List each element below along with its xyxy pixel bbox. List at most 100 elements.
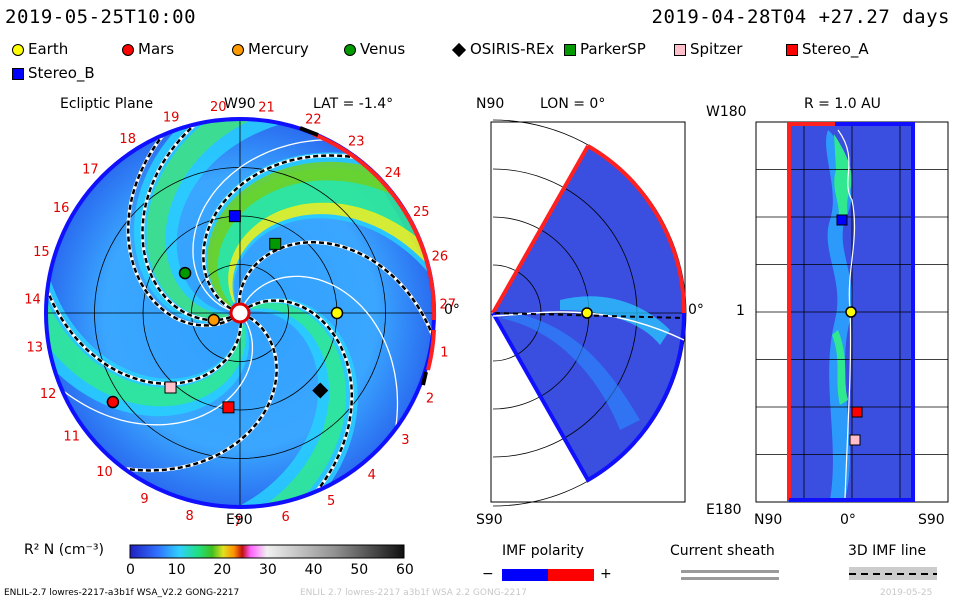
imf-plus: +: [600, 566, 612, 582]
rotation-tick-2: 2: [426, 392, 434, 407]
rotation-tick-24: 24: [385, 166, 402, 181]
earth-marker-meridional: [581, 307, 593, 319]
rotation-tick-25: 25: [413, 205, 430, 220]
legend-swatch-icon: [786, 43, 798, 56]
radial-x-label-n: N90: [754, 512, 783, 528]
colorbar-tick: 10: [167, 562, 186, 578]
colorbar-label: R² N (cm⁻³): [24, 542, 104, 558]
ecliptic-top-label: W90: [224, 96, 256, 112]
rotation-tick-19: 19: [163, 111, 180, 126]
rotation-tick-3: 3: [401, 433, 409, 448]
legend-label: Mars: [138, 40, 175, 58]
ecliptic-right-label: 0°: [444, 302, 460, 318]
rotation-tick-7: 7: [233, 515, 241, 530]
rotation-tick-26: 26: [432, 250, 449, 265]
meridional-top-label: N90: [476, 96, 505, 112]
rotation-tick-21: 21: [258, 101, 275, 116]
date-right: 2019-04-28T04 +27.27 days: [651, 6, 950, 28]
radial-panel: [755, 121, 949, 503]
legend-label: Spitzer: [690, 40, 743, 58]
sun-icon: [229, 302, 251, 324]
rotation-tick-17: 17: [82, 163, 99, 178]
parkersp-marker: [269, 237, 282, 250]
legend-label: ParkerSP: [580, 40, 646, 58]
earth-marker: [330, 306, 344, 320]
density-streamers: [46, 119, 434, 507]
meridional-right-label: 0°: [688, 302, 704, 318]
rotation-tick-9: 9: [140, 492, 148, 507]
rotation-ticks: 20 21222324252627123456789101112131415161…: [24, 100, 456, 530]
polarity-arc-pos: [312, 132, 437, 321]
legend-label: Venus: [360, 40, 406, 58]
rotation-tick-13: 13: [27, 341, 44, 356]
imf-line-label: 3D IMF line: [848, 543, 927, 559]
colorbar-tick: 40: [304, 562, 323, 578]
rotation-tick-8: 8: [186, 509, 194, 524]
radial-mid-label: 1: [736, 303, 745, 319]
legend-item-osiris-rex: OSIRIS-REx: [451, 40, 555, 58]
rotation-tick-27: 27: [440, 297, 457, 312]
footer-date: 2019-05-25: [880, 588, 933, 598]
legend-item-earth: Earth: [12, 40, 68, 58]
legend-item-venus: Venus: [344, 40, 405, 58]
legend-item-spitzer: Spitzer: [674, 40, 742, 58]
rotation-tick-23: 23: [348, 135, 365, 150]
current-sheath-label: Current sheath: [670, 543, 775, 559]
legend-item-mars: Mars: [122, 40, 174, 58]
rotation-tick-16: 16: [53, 201, 70, 216]
colorbar: [129, 544, 405, 559]
meridional-panel: [490, 119, 687, 507]
date-left: 2019-05-25T10:00: [5, 6, 197, 28]
rotation-tick-22: 22: [305, 112, 322, 127]
venus-marker: [178, 266, 192, 280]
radial-title: R = 1.0 AU: [804, 96, 881, 112]
radial-x-label-0: 0°: [840, 512, 856, 528]
legend-swatch-icon: [344, 43, 356, 56]
imf-polarity-label: IMF polarity: [502, 543, 585, 559]
osiris-rex-marker: [312, 382, 329, 399]
colorbar-tick: 50: [350, 562, 369, 578]
radial-top-label: W180: [706, 104, 747, 120]
ecliptic-bodies: [106, 210, 344, 414]
current-sheath-lines: [46, 119, 434, 501]
rotation-tick-1: 1: [440, 346, 448, 361]
stereo-a-marker: [222, 401, 235, 414]
legend-item-mercury: Mercury: [232, 40, 309, 58]
legend-swatch-icon: [122, 43, 134, 56]
legend-swatch-icon: [674, 43, 686, 56]
rotation-tick-18: 18: [119, 132, 136, 147]
imf-polarity-key: [502, 569, 594, 581]
ecliptic-lat-label: LAT = -1.4°: [313, 96, 394, 112]
ecliptic-bottom-label: E90: [226, 512, 253, 528]
rotation-tick-20: 20: [210, 100, 227, 115]
legend-swatch-icon: [232, 43, 244, 56]
legend-label: Stereo_A: [802, 40, 869, 58]
meridional-title: LON = 0°: [540, 96, 606, 112]
rotation-tick-5: 5: [327, 494, 335, 509]
colorbar-tick: 0: [126, 562, 135, 578]
legend-item-stereo-b: Stereo_B: [12, 64, 95, 82]
rotation-tick-12: 12: [40, 387, 57, 402]
rotation-tick-6: 6: [281, 510, 289, 525]
rotation-tick-11: 11: [63, 429, 80, 444]
rotation-tick-10: 10: [96, 465, 113, 480]
imf-minus: −: [482, 566, 494, 582]
legend-swatch-icon: [451, 42, 467, 57]
legend-item-stereo-a: Stereo_A: [786, 40, 869, 58]
radial-x-label-s: S90: [918, 512, 945, 528]
mars-marker: [106, 395, 120, 409]
rotation-tick-15: 15: [33, 245, 50, 260]
legend-label: Stereo_B: [28, 64, 95, 82]
current-sheath-key: [681, 570, 779, 580]
meridional-bottom-label: S90: [476, 512, 503, 528]
mercury-marker: [207, 313, 221, 327]
rotation-tick-4: 4: [368, 468, 376, 483]
stereo-b-marker: [228, 210, 241, 223]
legend-label: OSIRIS-REx: [470, 40, 555, 58]
colorbar-tick: 20: [213, 562, 232, 578]
imf-line-key: [849, 567, 937, 580]
spitzer-marker: [164, 381, 177, 394]
legend-swatch-icon: [12, 43, 24, 56]
legend-swatch-icon: [12, 67, 24, 80]
